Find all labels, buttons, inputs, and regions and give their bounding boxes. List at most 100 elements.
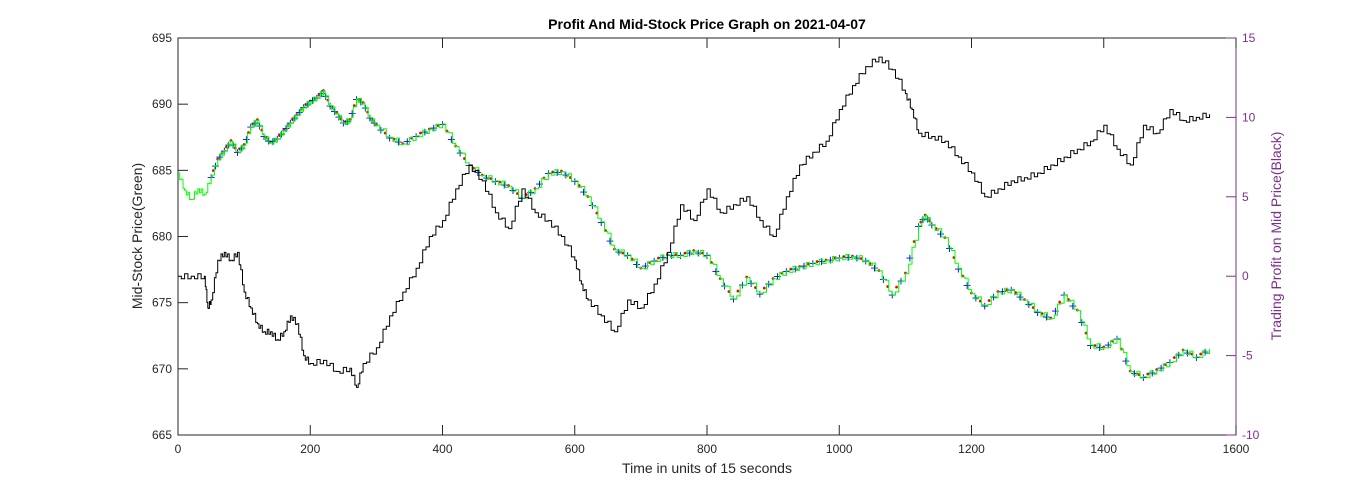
sell-marker: + bbox=[526, 186, 535, 199]
sell-marker: + bbox=[685, 246, 694, 259]
buy-marker: • bbox=[735, 287, 741, 298]
buy-marker: • bbox=[858, 254, 864, 265]
buy-marker: • bbox=[1118, 344, 1124, 355]
buy-marker: • bbox=[210, 166, 216, 177]
sell-marker: + bbox=[508, 184, 517, 197]
buy-marker: • bbox=[1004, 285, 1010, 296]
y-left-tick-label: 685 bbox=[152, 163, 172, 177]
buy-marker: • bbox=[237, 145, 243, 156]
buy-marker: • bbox=[761, 284, 767, 295]
sell-marker: + bbox=[403, 135, 412, 148]
buy-marker: • bbox=[276, 131, 282, 142]
buy-marker: • bbox=[514, 189, 520, 200]
sell-marker: + bbox=[658, 251, 667, 264]
sell-marker: + bbox=[1183, 347, 1192, 360]
plot-area bbox=[177, 37, 1237, 436]
sell-marker: + bbox=[473, 166, 482, 179]
sell-marker: + bbox=[535, 178, 544, 191]
buy-marker: • bbox=[351, 101, 357, 112]
buy-marker: • bbox=[1057, 298, 1063, 309]
sell-marker: + bbox=[561, 169, 570, 182]
y-right-tick-label: 0 bbox=[1242, 269, 1249, 283]
buy-marker: • bbox=[841, 252, 847, 263]
sell-marker: + bbox=[376, 123, 385, 136]
buy-marker: • bbox=[1030, 303, 1036, 314]
buy-marker: • bbox=[470, 164, 476, 175]
buy-marker: • bbox=[418, 129, 424, 140]
y-left-tick-label: 690 bbox=[152, 97, 172, 111]
x-tick-label: 1600 bbox=[1223, 442, 1250, 456]
buy-marker: • bbox=[629, 254, 635, 265]
sell-marker: + bbox=[826, 253, 835, 266]
y-axis-left-label: Mid-Stock Price(Green) bbox=[129, 163, 145, 309]
sell-marker: + bbox=[420, 126, 429, 139]
buy-marker: • bbox=[700, 249, 706, 260]
sell-marker: + bbox=[773, 270, 782, 283]
sell-marker: + bbox=[1077, 316, 1086, 329]
sell-marker: + bbox=[905, 252, 914, 265]
sell-marker: + bbox=[1130, 367, 1139, 380]
y-left-tick-label: 695 bbox=[152, 31, 172, 45]
x-tick-label: 0 bbox=[175, 442, 182, 456]
buy-marker: • bbox=[409, 134, 415, 145]
buy-marker: • bbox=[1066, 295, 1072, 306]
sell-marker: + bbox=[998, 285, 1007, 298]
buy-marker: • bbox=[779, 269, 785, 280]
sell-marker: + bbox=[242, 133, 251, 146]
buy-marker: • bbox=[805, 259, 811, 270]
buy-marker: • bbox=[550, 168, 556, 179]
sell-marker: + bbox=[361, 102, 370, 115]
buy-marker: • bbox=[576, 181, 582, 192]
sell-marker: + bbox=[579, 186, 588, 199]
sell-marker: + bbox=[482, 171, 491, 184]
buy-marker: • bbox=[951, 253, 957, 264]
y-left-tick-label: 675 bbox=[152, 296, 172, 310]
buy-marker: • bbox=[1039, 309, 1045, 320]
sell-marker: + bbox=[250, 116, 259, 129]
sell-marker: + bbox=[605, 235, 614, 248]
buy-marker: • bbox=[435, 121, 441, 132]
buy-marker: • bbox=[224, 142, 230, 153]
sell-marker: + bbox=[971, 291, 980, 304]
sell-marker: + bbox=[962, 279, 971, 292]
buy-marker: • bbox=[263, 133, 269, 144]
y-left-tick-label: 665 bbox=[152, 428, 172, 442]
sell-marker: + bbox=[843, 251, 852, 264]
buy-marker: • bbox=[369, 115, 375, 126]
buy-marker: • bbox=[462, 154, 468, 165]
sell-marker: + bbox=[303, 97, 312, 110]
profit-series-line bbox=[178, 56, 1210, 388]
buy-marker: • bbox=[1189, 350, 1195, 361]
buy-marker: • bbox=[497, 178, 503, 189]
sell-marker: + bbox=[429, 122, 438, 135]
buy-marker: • bbox=[298, 105, 304, 116]
sell-marker: + bbox=[936, 227, 945, 240]
sell-marker: + bbox=[1104, 339, 1113, 352]
buy-marker: • bbox=[1083, 329, 1089, 340]
sell-marker: + bbox=[791, 262, 800, 275]
buy-marker: • bbox=[933, 224, 939, 235]
sell-marker: + bbox=[1015, 291, 1024, 304]
buy-marker: • bbox=[382, 128, 388, 139]
sell-marker: + bbox=[1156, 362, 1165, 375]
buy-marker: • bbox=[1136, 370, 1142, 381]
x-tick-label: 800 bbox=[697, 442, 717, 456]
x-tick-label: 200 bbox=[300, 442, 320, 456]
buy-marker: • bbox=[1198, 349, 1204, 360]
buy-marker: • bbox=[894, 283, 900, 294]
sell-marker: + bbox=[308, 94, 317, 107]
sell-marker: + bbox=[394, 136, 403, 149]
x-tick-label: 1400 bbox=[1090, 442, 1117, 456]
axis-ticks: 0 200 400 600 800 1000 1200 1400 1600 665 670 675 68… bbox=[152, 31, 1260, 456]
sell-marker: + bbox=[1200, 346, 1209, 359]
sell-marker: + bbox=[614, 246, 623, 259]
buy-marker: • bbox=[1145, 370, 1151, 381]
buy-marker: • bbox=[673, 250, 679, 261]
y-right-tick-label: 15 bbox=[1242, 31, 1256, 45]
sell-marker: + bbox=[746, 277, 755, 290]
buy-marker: • bbox=[488, 174, 494, 185]
buy-marker: • bbox=[867, 259, 873, 270]
sell-marker: + bbox=[343, 115, 352, 128]
buy-marker: • bbox=[753, 283, 759, 294]
